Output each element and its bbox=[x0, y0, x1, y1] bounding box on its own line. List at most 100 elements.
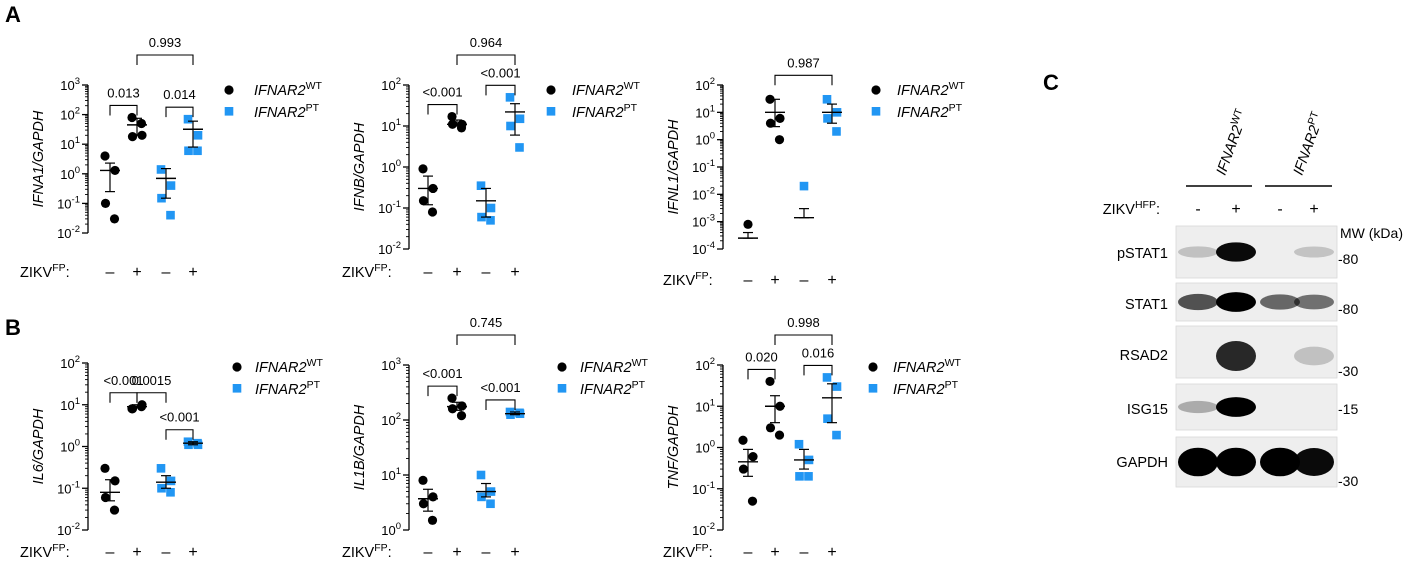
data-point bbox=[832, 127, 841, 136]
blot-band bbox=[1294, 346, 1334, 366]
y-tick-label: 10-1 bbox=[692, 480, 715, 497]
blot-band bbox=[1178, 447, 1218, 477]
data-point bbox=[476, 181, 486, 190]
data-point bbox=[100, 492, 111, 503]
y-tick-label: 10-2 bbox=[692, 185, 715, 202]
blot-column-header-wt: IFNAR2WT bbox=[1211, 107, 1252, 178]
blot-row-label: ISG15 bbox=[1127, 402, 1168, 418]
chart-4: 10-210-1100101102IL6/GAPDH<0.0010.0015<0… bbox=[20, 354, 323, 561]
data-point bbox=[193, 130, 203, 140]
blot-band bbox=[1178, 400, 1218, 414]
mw-marker: -30 bbox=[1338, 363, 1358, 379]
blot-band bbox=[1294, 294, 1334, 310]
data-point bbox=[476, 470, 486, 480]
data-point bbox=[456, 411, 467, 421]
data-point bbox=[418, 196, 429, 206]
blot-band bbox=[1216, 447, 1256, 477]
legend-label-wt: IFNAR2WT bbox=[254, 80, 322, 99]
blot-row-rsad2: RSAD2 -30 bbox=[1120, 325, 1358, 379]
chart-3: 10-4 10-3 10-2 10-1 100 101 102 IFNL1/GAPDH 0.98… bbox=[663, 55, 965, 289]
y-tick-label: 103 bbox=[381, 356, 401, 373]
x-sign-1: – bbox=[106, 544, 115, 561]
x-sign-4: + bbox=[827, 544, 836, 561]
significance-bracket bbox=[165, 429, 194, 440]
blot-band bbox=[1260, 447, 1300, 477]
data-point bbox=[774, 135, 785, 145]
significance-bracket bbox=[774, 74, 833, 86]
legend-marker-pt bbox=[871, 107, 881, 116]
x-sign-4: + bbox=[510, 264, 519, 281]
legend-marker-wt bbox=[868, 362, 878, 372]
blot-band bbox=[1178, 293, 1218, 311]
x-sign-3: – bbox=[800, 272, 809, 289]
legend-marker-wt bbox=[871, 85, 881, 95]
legend-marker-pt bbox=[868, 384, 878, 393]
legend-label-wt: IFNAR2WT bbox=[580, 357, 648, 376]
mw-header: MW (kDa) bbox=[1340, 225, 1403, 241]
data-point bbox=[418, 499, 429, 509]
y-tick-label: 100 bbox=[60, 438, 80, 455]
p-value-label: 0.0015 bbox=[132, 373, 172, 388]
x-sign-2: + bbox=[770, 272, 779, 289]
x-axis-label: ZIKVFP: bbox=[663, 542, 713, 561]
y-tick-label: 102 bbox=[381, 411, 401, 428]
y-tick-label: 10-1 bbox=[57, 479, 80, 496]
data-point bbox=[486, 499, 495, 509]
y-axis-label: IL1B/GAPDH bbox=[352, 404, 368, 490]
significance-bracket bbox=[109, 392, 138, 403]
x-sign-2: + bbox=[132, 544, 141, 561]
p-value-label: 0.998 bbox=[787, 315, 820, 330]
data-point bbox=[166, 181, 176, 190]
legend-marker-pt bbox=[232, 384, 242, 393]
legend-label-wt: IFNAR2WT bbox=[893, 357, 961, 376]
blot-band bbox=[1260, 294, 1300, 310]
blot-band bbox=[1216, 292, 1256, 312]
y-tick-label: 100 bbox=[60, 165, 80, 182]
p-value-label: 0.745 bbox=[470, 315, 503, 330]
legend-marker-wt bbox=[232, 362, 242, 372]
blot-band bbox=[1216, 341, 1256, 371]
x-sign-2: + bbox=[452, 544, 461, 561]
significance-bracket bbox=[136, 54, 194, 65]
y-tick-label: 102 bbox=[60, 354, 80, 371]
legend: IFNAR2WT IFNAR2PT bbox=[868, 357, 961, 398]
data-point bbox=[515, 143, 524, 152]
data-point bbox=[747, 496, 758, 506]
mw-marker: -15 bbox=[1338, 401, 1358, 417]
chart-2: 10-2 10-1 100 101 102 IFNB/GAPDH <0.001 <0.001 0… bbox=[342, 35, 640, 281]
x-sign-4: + bbox=[827, 272, 836, 289]
lane-sign-4: + bbox=[1309, 201, 1318, 218]
significance-bracket bbox=[456, 334, 516, 345]
legend-label-wt: IFNAR2WT bbox=[897, 80, 965, 99]
y-tick-label: 101 bbox=[381, 117, 401, 134]
x-sign-2: + bbox=[452, 264, 461, 281]
chart-1: 10-2 10-1 100 101 102 103 IFNA1/GAPDH 0.013 0.01… bbox=[20, 35, 322, 281]
panel-letter-b: B bbox=[5, 315, 21, 340]
significance-bracket bbox=[485, 84, 516, 96]
data-point bbox=[765, 423, 776, 433]
x-axis-label: ZIKVFP: bbox=[20, 542, 70, 561]
p-value-label: <0.001 bbox=[480, 65, 520, 80]
y-tick-label: 10-2 bbox=[57, 521, 80, 538]
x-sign-2: + bbox=[132, 264, 141, 281]
y-axis-label: IFNA1/GAPDH bbox=[31, 110, 47, 207]
data-point bbox=[738, 435, 748, 445]
data-point bbox=[427, 515, 438, 525]
p-value-label: 0.020 bbox=[745, 349, 778, 364]
data-point bbox=[822, 373, 832, 382]
data-point bbox=[156, 165, 166, 174]
legend-marker-pt bbox=[557, 384, 567, 393]
data-point bbox=[100, 151, 110, 161]
lane-sign-3: - bbox=[1277, 201, 1282, 218]
data-point bbox=[418, 475, 428, 485]
panel-letter-a: A bbox=[5, 2, 21, 27]
x-sign-1: – bbox=[744, 544, 753, 561]
data-point bbox=[166, 487, 175, 497]
data-point bbox=[765, 376, 775, 387]
legend-marker-pt bbox=[224, 107, 234, 116]
lane-sign-1: - bbox=[1195, 201, 1200, 218]
legend: IFNAR2WT IFNAR2PT bbox=[224, 80, 322, 121]
data-point bbox=[822, 94, 832, 104]
blot-row-label: STAT1 bbox=[1125, 297, 1168, 313]
mw-marker: -80 bbox=[1338, 301, 1358, 317]
